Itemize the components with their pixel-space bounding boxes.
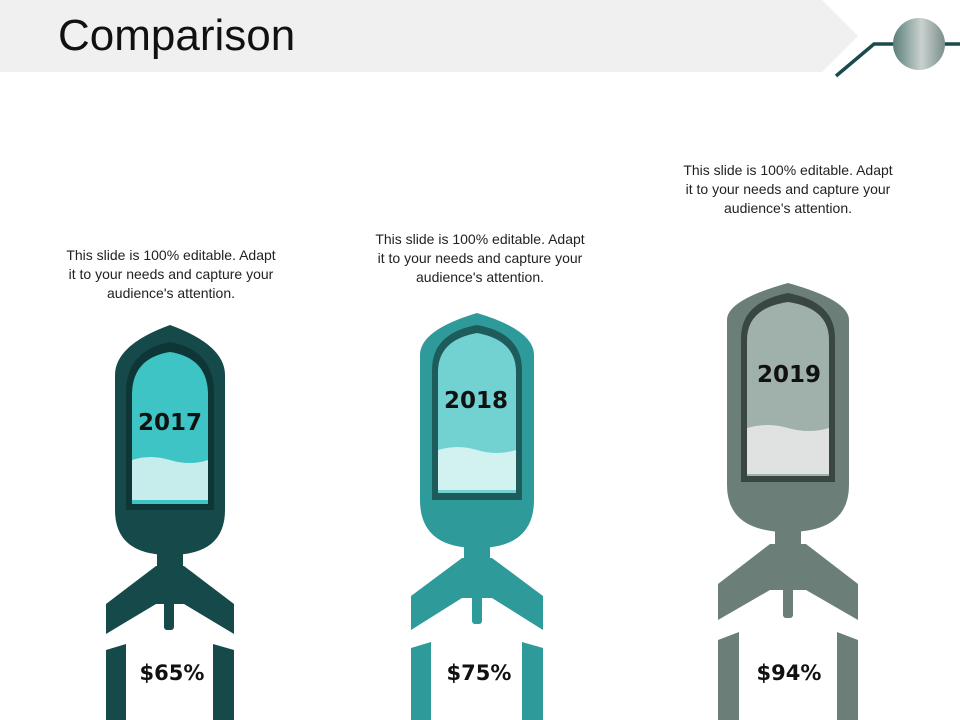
value-2018: $75% [446, 661, 512, 685]
description-2017: This slide is 100% editable. Adapt it to… [66, 247, 276, 301]
page-title: Comparison [58, 11, 296, 60]
window-wave [438, 447, 516, 490]
rocket-left-leg [106, 644, 126, 720]
year-2019: 2019 [756, 362, 821, 388]
value-2017: $65% [139, 661, 205, 685]
rocket-wings [718, 544, 858, 620]
rocket-right-leg [522, 642, 543, 720]
header-banner [0, 0, 960, 78]
year-2018: 2018 [443, 388, 508, 414]
description-2018: This slide is 100% editable. Adapt it to… [375, 231, 585, 285]
rocket-right-leg [213, 644, 234, 720]
description-2019: This slide is 100% editable. Adapt it to… [683, 162, 893, 216]
window-wave [747, 425, 829, 474]
title-band [0, 0, 858, 72]
window-wave [132, 457, 208, 500]
rocket-right-leg [837, 632, 858, 720]
rocket-neck [157, 550, 183, 566]
rocket-left-leg [411, 642, 431, 720]
rocket-neck [775, 528, 801, 544]
year-2017: 2017 [137, 410, 202, 436]
rocket-neck [464, 544, 490, 560]
rocket-stem [164, 598, 174, 630]
value-2019: $94% [756, 661, 822, 685]
orb-icon [893, 18, 945, 70]
rocket-left-leg [718, 632, 739, 720]
rocket-stem [472, 592, 482, 624]
rocket-stem [783, 586, 793, 618]
